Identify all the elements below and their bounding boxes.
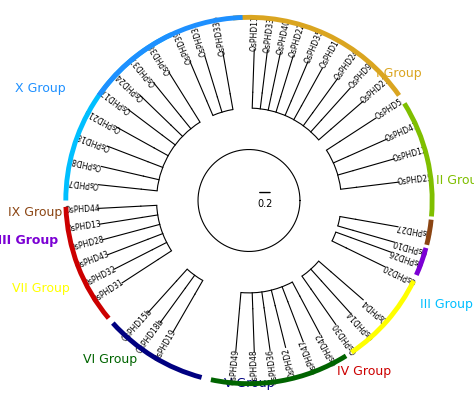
Text: OsPHD14: OsPHD14	[346, 308, 376, 341]
Text: OsPHD40: OsPHD40	[275, 18, 292, 55]
Text: OsPHD48: OsPHD48	[250, 350, 260, 386]
Text: OsPHD20: OsPHD20	[381, 262, 417, 286]
Text: OsPHD43: OsPHD43	[74, 250, 111, 271]
Text: OsPHD24b: OsPHD24b	[111, 67, 146, 102]
Text: OsPHD3: OsPHD3	[191, 24, 209, 57]
Text: OsPHD41: OsPHD41	[383, 121, 420, 144]
Text: OsPHD28: OsPHD28	[69, 235, 106, 253]
Text: OsPHD10: OsPHD10	[392, 237, 428, 256]
Text: OsPHD49: OsPHD49	[228, 349, 240, 385]
Text: OsPHD11: OsPHD11	[250, 15, 260, 51]
Text: OsPHD27: OsPHD27	[395, 222, 432, 237]
Text: OsPHD18b: OsPHD18b	[135, 317, 166, 355]
Text: OsPHD26: OsPHD26	[388, 247, 425, 268]
Text: VI Group: VI Group	[83, 353, 137, 366]
Text: OsPHD17: OsPHD17	[99, 85, 132, 114]
Text: VIII Group: VIII Group	[0, 234, 58, 247]
Text: OsPHD47: OsPHD47	[298, 338, 319, 375]
Text: OsPHD36: OsPHD36	[265, 348, 279, 385]
Text: OsPHD21b: OsPHD21b	[83, 105, 123, 133]
Text: OsPHD7: OsPHD7	[67, 177, 99, 189]
Text: III Group: III Group	[420, 298, 473, 310]
Text: X Group: X Group	[15, 83, 66, 95]
Text: OsPHD33: OsPHD33	[263, 16, 276, 53]
Text: OsPHD24: OsPHD24	[333, 48, 362, 82]
Text: V Group: V Group	[224, 377, 274, 390]
Text: OsPHD33b: OsPHD33b	[212, 15, 228, 57]
Text: OsPHD1: OsPHD1	[319, 38, 341, 70]
Text: 0.2: 0.2	[257, 198, 273, 209]
Text: OsPHD35: OsPHD35	[303, 28, 326, 65]
Text: IX Group: IX Group	[8, 206, 62, 219]
Text: OsPHD15b: OsPHD15b	[120, 307, 154, 343]
Text: OsPHD4: OsPHD4	[361, 297, 390, 324]
Text: OsPHD25: OsPHD25	[397, 174, 433, 187]
Text: OsPHD8: OsPHD8	[70, 155, 102, 171]
Text: OsPHD12: OsPHD12	[392, 145, 428, 164]
Text: OsPHD42: OsPHD42	[315, 330, 340, 366]
Text: OsPHD38: OsPHD38	[147, 41, 173, 76]
Text: VII Group: VII Group	[12, 282, 70, 295]
Text: OsPHD44: OsPHD44	[64, 204, 100, 215]
Text: OsPHD39: OsPHD39	[173, 28, 195, 65]
Text: OsPHD2: OsPHD2	[282, 347, 298, 379]
Text: OsPHD30: OsPHD30	[331, 320, 359, 355]
Text: OsPHD32: OsPHD32	[82, 264, 118, 289]
Text: OsPHD31: OsPHD31	[91, 278, 126, 305]
Text: OsPHD5: OsPHD5	[374, 97, 405, 122]
Text: IV Group: IV Group	[337, 365, 391, 378]
Text: OsPHD21: OsPHD21	[359, 76, 392, 106]
Text: OsPHD19: OsPHD19	[153, 328, 178, 363]
Text: I Group: I Group	[376, 67, 422, 79]
Text: OsPHD13: OsPHD13	[65, 219, 102, 234]
Text: OsPHD9: OsPHD9	[347, 62, 374, 91]
Text: II Group: II Group	[436, 174, 474, 187]
Text: OsPHD22: OsPHD22	[288, 22, 308, 59]
Text: OsPHD37: OsPHD37	[129, 54, 158, 87]
Text: OsPHD18: OsPHD18	[74, 130, 111, 151]
